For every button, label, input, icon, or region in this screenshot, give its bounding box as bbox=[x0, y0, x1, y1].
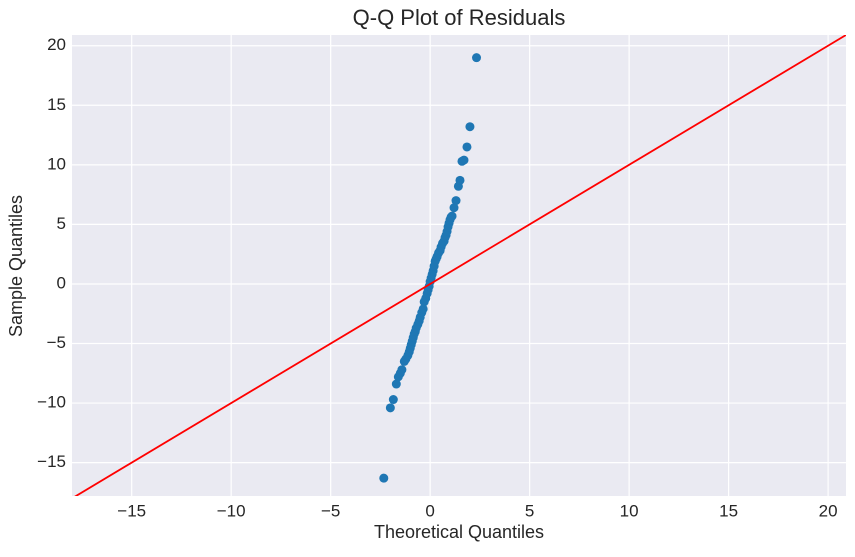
y-tick-label: −15 bbox=[37, 452, 66, 471]
point bbox=[397, 365, 407, 375]
point bbox=[472, 53, 482, 63]
x-tick-label: 20 bbox=[819, 501, 838, 520]
marks bbox=[74, 35, 846, 496]
x-tick-label: 10 bbox=[620, 501, 639, 520]
x-axis-label: Theoretical Quantiles bbox=[374, 522, 544, 542]
point bbox=[459, 155, 469, 165]
y-tick-label: 15 bbox=[47, 95, 66, 114]
x-tick-label: −15 bbox=[117, 501, 146, 520]
reference-line bbox=[74, 35, 846, 496]
y-axis-label: Sample Quantiles bbox=[6, 195, 26, 337]
chart-title: Q-Q Plot of Residuals bbox=[353, 5, 566, 30]
y-tick-label: −5 bbox=[47, 333, 66, 352]
point bbox=[465, 122, 475, 132]
y-tick-label: 5 bbox=[57, 214, 66, 233]
grid bbox=[72, 35, 846, 496]
y-tick-label: 20 bbox=[47, 35, 66, 54]
x-tick-label: −5 bbox=[321, 501, 340, 520]
point bbox=[385, 403, 395, 413]
point bbox=[388, 395, 398, 405]
x-tick-label: 0 bbox=[425, 501, 434, 520]
y-tick-label: 0 bbox=[57, 273, 66, 292]
x-tick-label: 15 bbox=[719, 501, 738, 520]
y-tick-label: 10 bbox=[47, 154, 66, 173]
y-tick-label: −10 bbox=[37, 393, 66, 412]
point bbox=[462, 142, 472, 152]
x-tick-label: −10 bbox=[217, 501, 246, 520]
point bbox=[379, 473, 389, 483]
point bbox=[449, 203, 459, 213]
point bbox=[418, 304, 428, 314]
point bbox=[455, 175, 465, 185]
point bbox=[451, 196, 461, 206]
x-tick-label: 5 bbox=[525, 501, 534, 520]
point bbox=[447, 211, 457, 221]
point bbox=[391, 379, 401, 389]
